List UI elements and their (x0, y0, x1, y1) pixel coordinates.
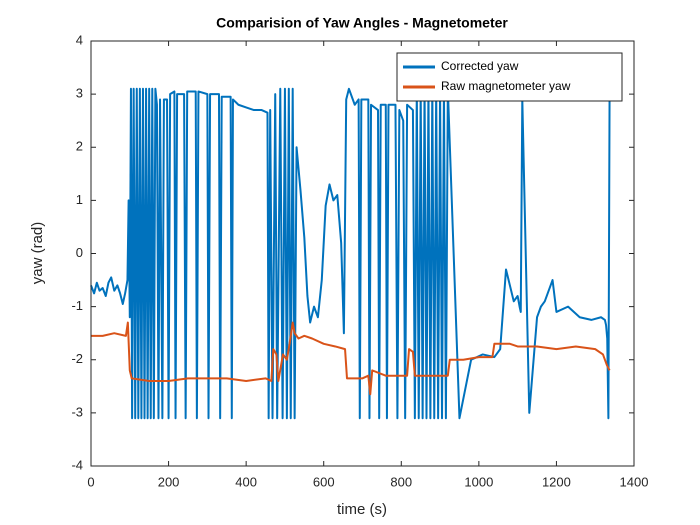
data-line (91, 321, 611, 396)
x-tick-label: 0 (87, 474, 94, 489)
y-tick-label: 2 (76, 139, 83, 154)
y-tick-label: 4 (76, 32, 83, 47)
y-tick-label: -3 (71, 404, 83, 419)
data-line (90, 87, 611, 420)
plot-area (91, 41, 634, 466)
y-tick-label: 0 (76, 245, 83, 260)
y-tick-label: -4 (71, 457, 83, 472)
x-tick-label: 1200 (542, 474, 571, 489)
y-tick-label: 3 (76, 86, 83, 101)
y-tick-label: 1 (76, 192, 83, 207)
x-tick-label: 1000 (464, 474, 493, 489)
chart-title: Comparision of Yaw Angles - Magnetometer (216, 15, 508, 31)
x-tick-label: 400 (235, 474, 257, 489)
legend-label: Corrected yaw (441, 59, 519, 73)
legend-label: Raw magnetometer yaw (441, 79, 571, 93)
y-axis-label: yaw (rad) (29, 222, 46, 285)
x-tick-label: 800 (390, 474, 412, 489)
axes-box (90, 40, 635, 467)
y-tick-label: -2 (71, 351, 83, 366)
y-tick-label: -1 (71, 298, 83, 313)
x-tick-label: 600 (313, 474, 335, 489)
x-tick-label: 1400 (620, 474, 649, 489)
legend-box (396, 52, 623, 102)
x-tick-label: 200 (158, 474, 180, 489)
x-axis-label: time (s) (337, 501, 387, 518)
